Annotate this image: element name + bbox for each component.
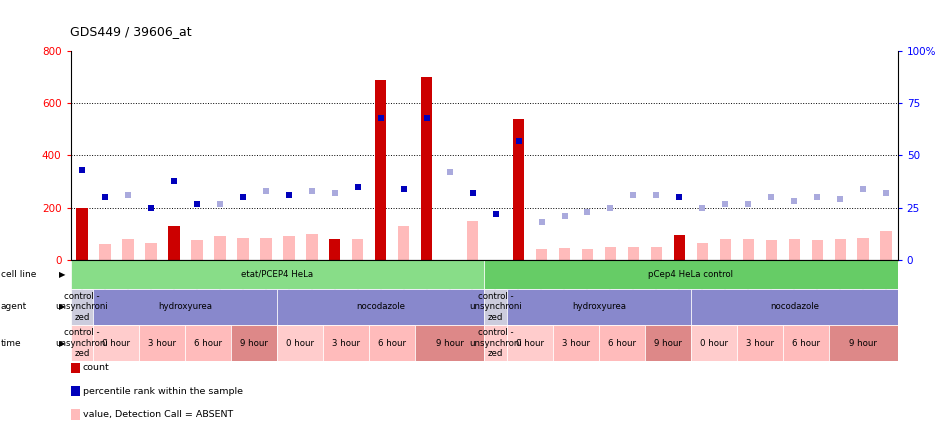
Text: 6 hour: 6 hour [608, 339, 636, 348]
Bar [743, 239, 754, 260]
Bar [737, 325, 783, 361]
Bar [558, 248, 571, 260]
Text: 9 hour: 9 hour [654, 339, 682, 348]
Bar [645, 325, 691, 361]
Bar [484, 260, 898, 289]
Bar [323, 325, 369, 361]
Bar [100, 244, 111, 260]
Bar [829, 325, 898, 361]
Bar [421, 77, 432, 260]
Text: 3 hour: 3 hour [332, 339, 360, 348]
Text: control -
unsynchroni
zed: control - unsynchroni zed [469, 292, 522, 322]
Bar [536, 249, 547, 260]
Text: 6 hour: 6 hour [378, 339, 406, 348]
Bar [398, 226, 410, 260]
Bar [277, 289, 484, 325]
Bar [231, 325, 277, 361]
Bar [277, 325, 323, 361]
Text: nocodazole: nocodazole [770, 302, 819, 311]
Bar [582, 249, 593, 260]
Bar [811, 240, 823, 260]
Bar [674, 235, 685, 260]
Bar [513, 119, 525, 260]
Text: 0 hour: 0 hour [102, 339, 131, 348]
Text: 9 hour: 9 hour [850, 339, 877, 348]
Text: control -
unsynchroni
zed: control - unsynchroni zed [55, 292, 108, 322]
Text: 6 hour: 6 hour [791, 339, 820, 348]
Bar [650, 247, 662, 260]
Text: 3 hour: 3 hour [562, 339, 590, 348]
Bar [70, 289, 93, 325]
Bar [553, 325, 599, 361]
Text: ▶: ▶ [59, 302, 66, 311]
Bar [467, 221, 478, 260]
Text: ▶: ▶ [59, 339, 66, 348]
Bar [375, 80, 386, 260]
Bar [93, 325, 139, 361]
Text: control -
unsynchroni
zed: control - unsynchroni zed [55, 328, 108, 358]
Bar [783, 325, 829, 361]
Text: GDS449 / 39606_at: GDS449 / 39606_at [70, 25, 192, 38]
Bar [145, 243, 157, 260]
Bar [329, 239, 340, 260]
Text: 0 hour: 0 hour [700, 339, 728, 348]
Bar [691, 289, 898, 325]
Text: 0 hour: 0 hour [516, 339, 544, 348]
Bar [76, 207, 87, 260]
Bar [122, 239, 133, 260]
Bar [691, 325, 737, 361]
Bar [168, 226, 180, 260]
Text: 9 hour: 9 hour [436, 339, 463, 348]
Bar [214, 236, 226, 260]
Bar [604, 247, 617, 260]
Bar [507, 289, 691, 325]
Bar [260, 238, 272, 260]
Bar [306, 234, 318, 260]
Bar [70, 325, 93, 361]
Bar [789, 239, 800, 260]
Text: hydroxyurea: hydroxyurea [572, 302, 626, 311]
Text: value, Detection Call = ABSENT: value, Detection Call = ABSENT [83, 410, 233, 419]
Bar [415, 325, 484, 361]
Text: 3 hour: 3 hour [149, 339, 177, 348]
Bar [484, 289, 507, 325]
Bar [369, 325, 415, 361]
Text: 9 hour: 9 hour [241, 339, 268, 348]
Text: control -
unsynchroni
zed: control - unsynchroni zed [469, 328, 522, 358]
Text: 0 hour: 0 hour [287, 339, 314, 348]
Text: 3 hour: 3 hour [745, 339, 774, 348]
Text: 6 hour: 6 hour [195, 339, 223, 348]
Bar [765, 240, 777, 260]
Bar [139, 325, 185, 361]
Text: ▶: ▶ [59, 270, 66, 279]
Bar [857, 238, 869, 260]
Bar [697, 243, 708, 260]
Bar [93, 289, 277, 325]
Text: cell line: cell line [1, 270, 37, 279]
Text: pCep4 HeLa control: pCep4 HeLa control [649, 270, 733, 279]
Bar [507, 325, 553, 361]
Text: count: count [83, 363, 109, 372]
Text: hydroxyurea: hydroxyurea [158, 302, 212, 311]
Bar [237, 238, 248, 260]
Bar [70, 260, 484, 289]
Text: percentile rank within the sample: percentile rank within the sample [83, 386, 243, 396]
Text: nocodazole: nocodazole [356, 302, 405, 311]
Bar [881, 231, 892, 260]
Bar [720, 239, 731, 260]
Text: agent: agent [1, 302, 27, 311]
Bar [835, 239, 846, 260]
Bar [283, 236, 294, 260]
Bar [484, 325, 507, 361]
Text: etat/PCEP4 HeLa: etat/PCEP4 HeLa [242, 270, 313, 279]
Bar [628, 247, 639, 260]
Bar [599, 325, 645, 361]
Bar [191, 240, 203, 260]
Bar [185, 325, 231, 361]
Bar [352, 239, 364, 260]
Text: time: time [1, 339, 22, 348]
